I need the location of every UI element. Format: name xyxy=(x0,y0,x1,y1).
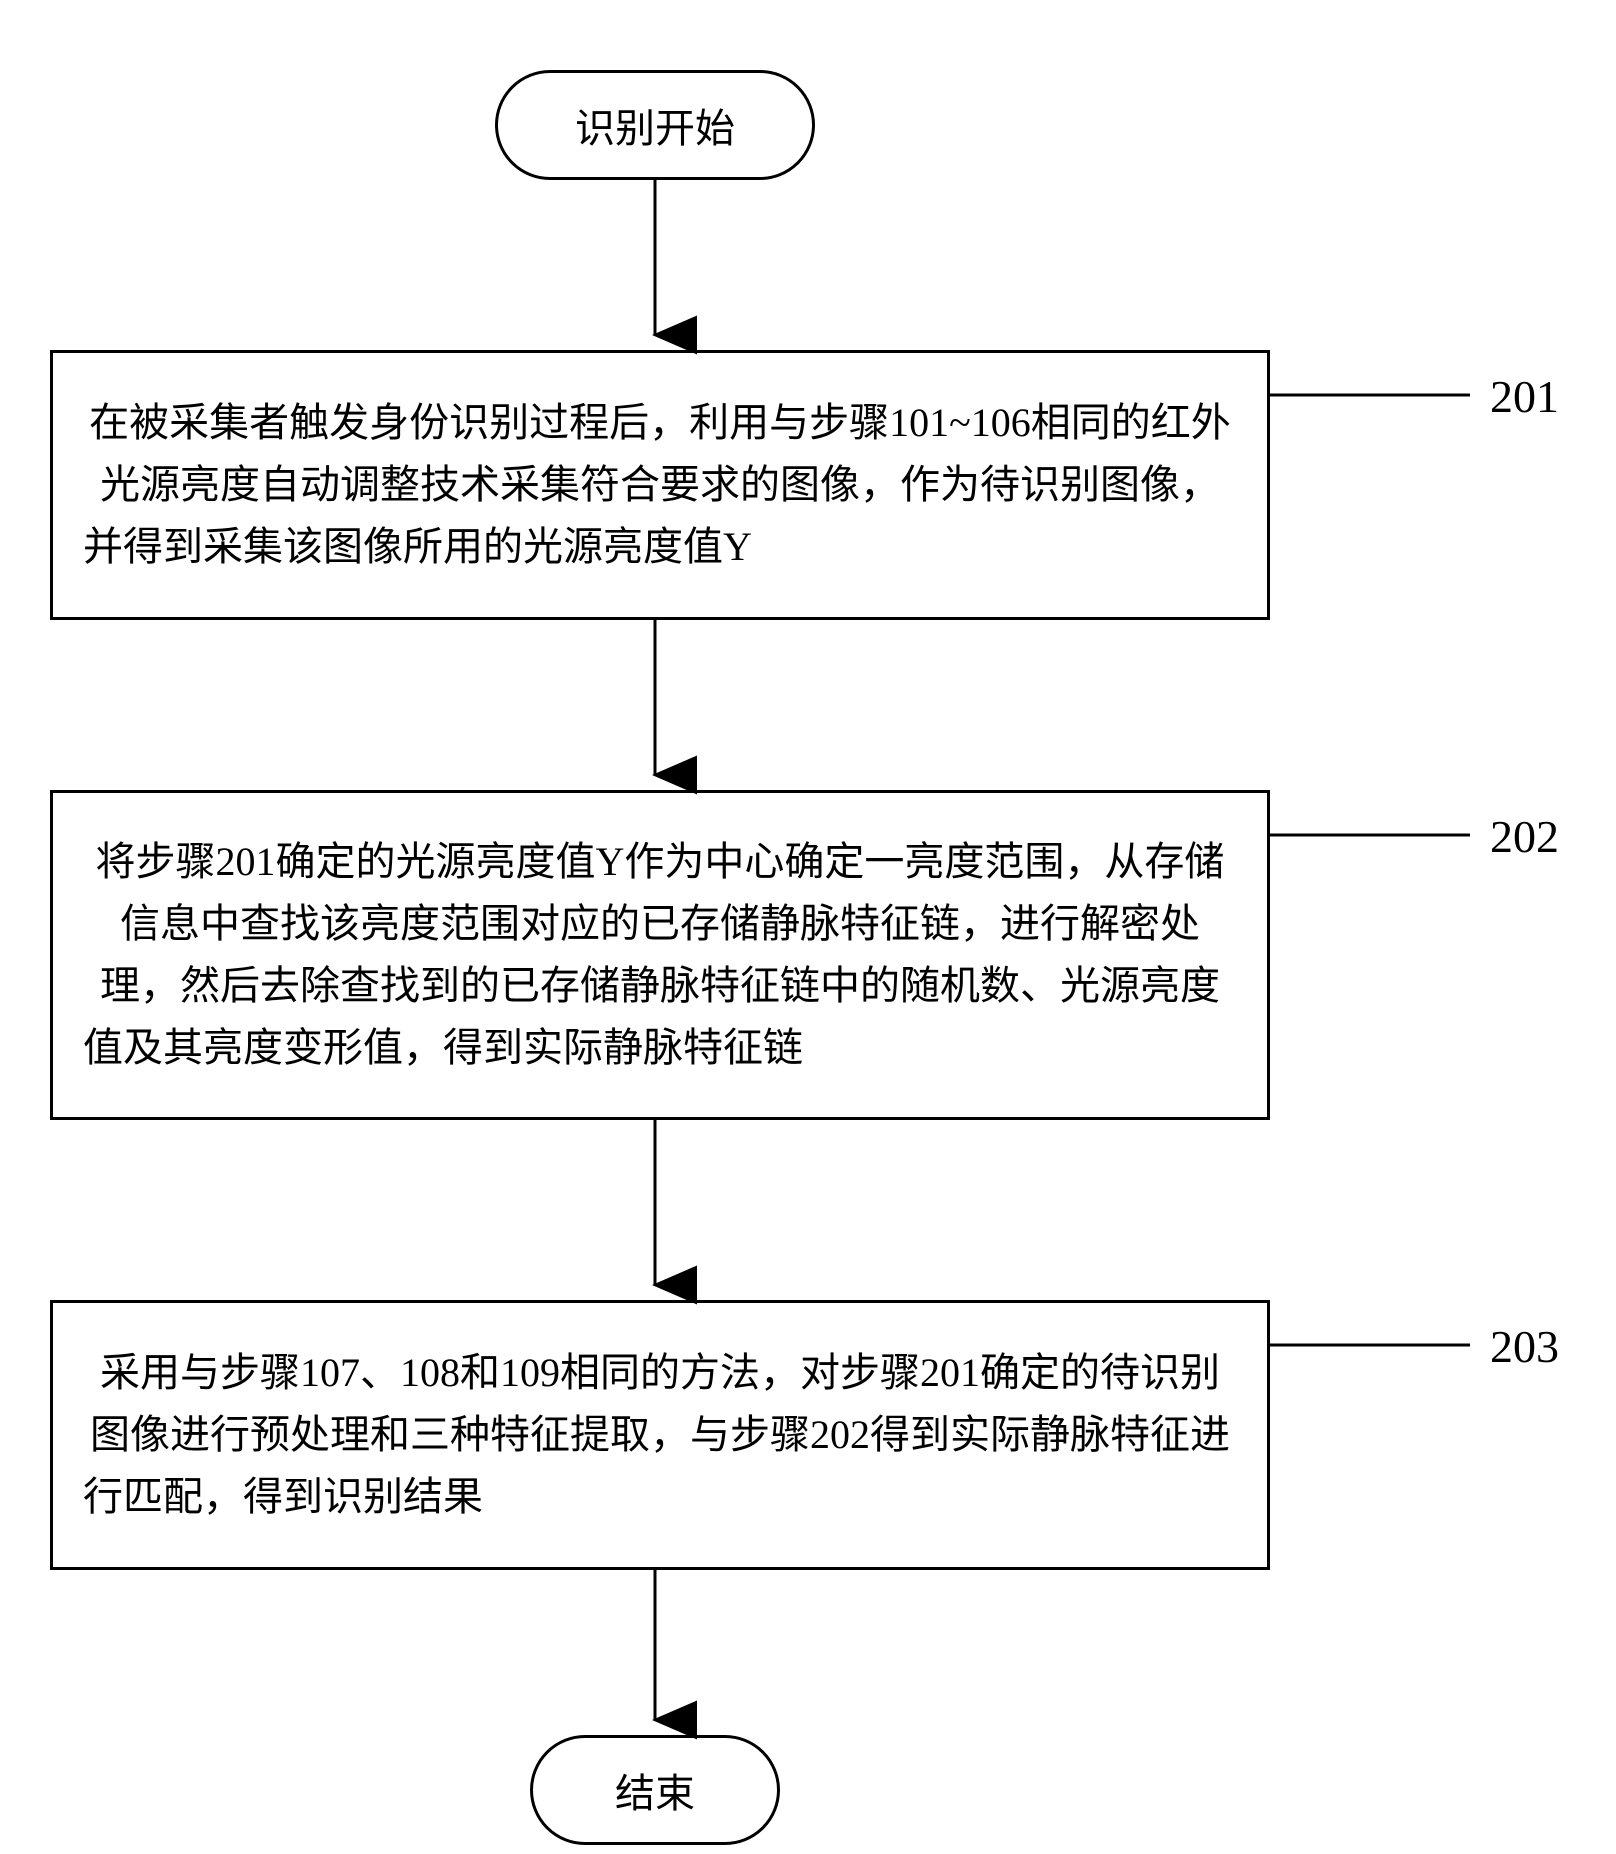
process-203-text: 采用与步骤107、108和109相同的方法，对步骤201确定的待识别图像进行预处… xyxy=(83,1342,1237,1528)
label-203: 203 xyxy=(1490,1320,1559,1373)
label-202: 202 xyxy=(1490,810,1559,863)
terminal-start-text: 识别开始 xyxy=(575,96,735,154)
process-202: 将步骤201确定的光源亮度值Y作为中心确定一亮度范围，从存储信息中查找该亮度范围… xyxy=(50,790,1270,1120)
terminal-start: 识别开始 xyxy=(495,70,815,180)
flowchart-canvas: 识别开始 在被采集者触发身份识别过程后，利用与步骤101~106相同的红外光源亮… xyxy=(0,0,1616,1854)
process-202-text: 将步骤201确定的光源亮度值Y作为中心确定一亮度范围，从存储信息中查找该亮度范围… xyxy=(83,831,1237,1079)
terminal-end-text: 结束 xyxy=(615,1761,695,1819)
process-201-text: 在被采集者触发身份识别过程后，利用与步骤101~106相同的红外光源亮度自动调整… xyxy=(83,392,1237,578)
label-201: 201 xyxy=(1490,370,1559,423)
process-201: 在被采集者触发身份识别过程后，利用与步骤101~106相同的红外光源亮度自动调整… xyxy=(50,350,1270,620)
process-203: 采用与步骤107、108和109相同的方法，对步骤201确定的待识别图像进行预处… xyxy=(50,1300,1270,1570)
terminal-end: 结束 xyxy=(530,1735,780,1845)
